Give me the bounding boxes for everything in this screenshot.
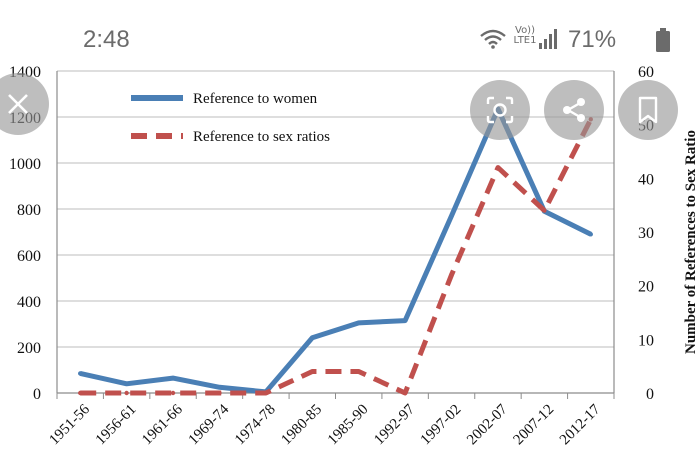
bookmark-icon <box>638 96 658 124</box>
data-point <box>356 320 361 326</box>
status-bar: 2:48 Vo)) LTE1 71% <box>0 0 700 58</box>
status-time: 2:48 <box>83 26 130 53</box>
y-right-tick-label: 10 <box>638 332 654 349</box>
data-point <box>78 371 83 376</box>
data-point <box>310 369 315 374</box>
x-tick-label: 1992-97 <box>371 401 418 448</box>
bookmark-button[interactable] <box>618 80 678 140</box>
data-point <box>217 390 222 396</box>
y-right-tick-label: 60 <box>638 64 654 81</box>
y-right-tick-label: 30 <box>638 225 654 242</box>
battery-icon <box>656 28 670 52</box>
data-point <box>495 165 501 170</box>
x-tick-label: 1969-74 <box>186 401 233 448</box>
data-point <box>402 390 408 396</box>
data-point <box>402 318 408 323</box>
x-tick-label: 2007-12 <box>511 402 558 449</box>
wifi-icon <box>480 29 506 49</box>
x-tick-label: 1961-66 <box>139 401 186 448</box>
y-left-tick-label: 600 <box>17 248 41 265</box>
legend-label: Reference to sex ratios <box>193 129 330 145</box>
y-left-tick-label: 400 <box>17 294 41 311</box>
volte-indicator: Vo)) LTE1 <box>510 26 540 46</box>
data-point <box>449 213 454 219</box>
x-tick-label: 1997-02 <box>418 402 465 449</box>
y-right-tick-label: 40 <box>638 171 654 188</box>
data-point <box>170 375 176 381</box>
data-point <box>217 385 222 390</box>
x-tick-label: 1951-56 <box>46 401 93 448</box>
data-point <box>78 390 83 396</box>
lens-button[interactable] <box>470 80 530 140</box>
data-point <box>263 390 269 396</box>
volte-label: Vo)) <box>515 25 535 36</box>
x-tick-label: 1956-61 <box>93 402 140 449</box>
lens-icon <box>486 96 514 124</box>
signal-icon <box>539 29 557 49</box>
data-point <box>449 272 454 278</box>
data-point <box>310 335 315 340</box>
share-icon <box>563 98 585 122</box>
data-point <box>170 390 176 396</box>
y-right-axis-label: Number of References to Sex Ratio <box>683 130 699 354</box>
x-tick-label: 2002-07 <box>464 401 511 448</box>
data-point <box>588 232 593 237</box>
x-tick-label: 1974-78 <box>232 402 279 449</box>
close-button[interactable] <box>0 73 49 135</box>
x-tick-label: 1980-85 <box>278 402 325 449</box>
data-point <box>542 208 547 213</box>
battery-percent: 71% <box>568 26 617 53</box>
data-point <box>356 369 361 374</box>
y-left-tick-label: 0 <box>33 386 41 403</box>
data-point <box>124 381 129 386</box>
y-left-tick-label: 1000 <box>9 156 41 173</box>
x-tick-label: 2012-17 <box>557 401 604 448</box>
series-line-women <box>79 106 592 395</box>
share-button[interactable] <box>544 80 604 140</box>
y-right-tick-label: 20 <box>638 279 654 296</box>
data-point <box>124 390 129 396</box>
series-line-sex-ratios <box>80 118 594 396</box>
lte-label: LTE1 <box>513 35 537 46</box>
close-icon <box>8 94 28 114</box>
y-left-tick-label: 800 <box>17 202 41 219</box>
x-tick-label: 1985-90 <box>325 402 372 449</box>
y-left-tick-label: 200 <box>17 340 41 357</box>
y-right-tick-label: 0 <box>646 386 654 403</box>
legend-label: Reference to women <box>193 91 318 107</box>
